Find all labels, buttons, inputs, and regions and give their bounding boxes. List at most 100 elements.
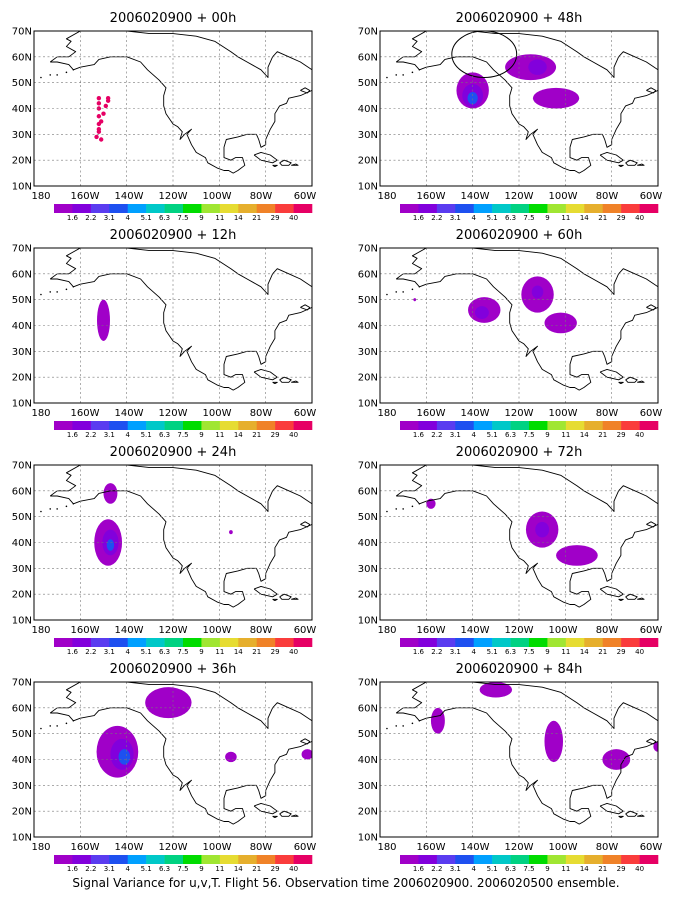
colorbar-label: 9: [545, 214, 549, 222]
lat-tick-label: 20N: [358, 373, 378, 384]
panel-title: 2006020900 + 84h: [456, 662, 583, 677]
colorbar-swatch: [256, 855, 276, 864]
colorbar-label: 9: [199, 865, 203, 873]
panel-title: 2006020900 + 12h: [110, 228, 237, 243]
lon-tick-label: 180: [31, 625, 50, 636]
map-panel: 2006020900 + 00h 70N 60N 50N 40N 30N 20N 10N180…: [12, 11, 317, 222]
colorbar-label: 21: [598, 648, 607, 656]
aleutian-island: [402, 74, 404, 76]
colorbar-label: 1.6: [413, 214, 425, 222]
lat-tick-label: 70N: [12, 678, 32, 689]
colorbar-swatch: [455, 204, 475, 213]
aleutian-island: [49, 508, 52, 510]
lat-tick-label: 30N: [12, 130, 32, 141]
colorbar-label: 4: [125, 648, 130, 656]
lon-tick-label: 60W: [294, 191, 317, 202]
colorbar-swatch: [473, 204, 493, 213]
colorbar-label: 3.1: [450, 865, 461, 873]
colorbar-swatch: [275, 638, 294, 647]
colorbar-label: 6.3: [159, 214, 170, 222]
colorbar-label: 29: [271, 214, 280, 222]
colorbar-swatch: [418, 204, 438, 213]
colorbar-label: 21: [252, 431, 261, 439]
island-coastline: [646, 738, 657, 745]
lat-tick-label: 70N: [358, 678, 378, 689]
variance-region: [544, 720, 564, 763]
map-frame: [33, 247, 313, 404]
map-panel: 2006020900 + 36h 70N 60N 50N 40N 30N 20N 10N180…: [12, 662, 317, 873]
colorbar-swatch: [146, 204, 165, 213]
colorbar-label: 3.1: [450, 214, 461, 222]
island-coastline: [625, 593, 638, 600]
variance-region: [556, 545, 598, 566]
colorbar-label: 4: [471, 648, 476, 656]
island-coastline: [646, 304, 657, 311]
colorbar-swatch: [256, 204, 276, 213]
lat-tick-label: 20N: [358, 807, 378, 818]
lat-tick-label: 10N: [358, 182, 378, 193]
colorbar-label: 11: [561, 214, 570, 222]
aleutian-island: [395, 725, 398, 727]
colorbar-label: 5.1: [487, 214, 498, 222]
colorbar-swatch: [418, 855, 438, 864]
colorbar-swatch: [54, 638, 73, 647]
aleutian-island: [395, 291, 398, 293]
variance-region: [653, 741, 658, 752]
aleutian-island: [56, 725, 58, 727]
lat-tick-label: 10N: [12, 833, 32, 844]
variance-region: [535, 521, 550, 538]
map-frame: [379, 247, 659, 404]
island-coastline: [625, 376, 638, 383]
colorbar-swatch: [72, 638, 92, 647]
lat-tick-label: 50N: [358, 729, 378, 740]
lon-tick-label: 140W: [115, 842, 144, 853]
colorbar-swatch: [584, 855, 604, 864]
lon-tick-label: 60W: [640, 842, 663, 853]
colorbar-swatch: [219, 855, 239, 864]
island-coastline: [637, 814, 645, 817]
aleutian-island: [386, 510, 388, 513]
lon-tick-label: 80W: [250, 842, 273, 853]
lon-tick-label: 60W: [294, 842, 317, 853]
variance-region: [229, 530, 233, 535]
lat-tick-label: 30N: [358, 564, 378, 575]
colorbar-label: 1.6: [67, 431, 79, 439]
colorbar-swatch: [164, 638, 184, 647]
colorbar-swatch: [639, 855, 659, 864]
map-panel: 2006020900 + 72h 70N 60N 50N 40N 30N 20N 10N180…: [358, 445, 663, 656]
colorbar-label: 2.2: [85, 214, 96, 222]
lat-tick-label: 40N: [12, 104, 32, 115]
map-frame: [379, 681, 659, 838]
colorbar-swatch: [183, 638, 202, 647]
colorbar-swatch: [183, 421, 202, 430]
colorbar-swatch: [473, 638, 493, 647]
lat-tick-label: 30N: [12, 347, 32, 358]
colorbar-swatch: [238, 855, 258, 864]
colorbar-label: 29: [617, 431, 626, 439]
caption-text: Signal Variance for u,v,T. Flight 56. Ob…: [72, 876, 620, 890]
lon-tick-label: 100W: [203, 842, 232, 853]
colorbar-swatch: [275, 204, 294, 213]
lon-tick-label: 60W: [294, 408, 317, 419]
colorbar-swatch: [529, 855, 548, 864]
lat-tick-label: 30N: [12, 564, 32, 575]
colorbar-label: 2.2: [85, 431, 96, 439]
colorbar-swatch: [90, 855, 110, 864]
colorbar-label: 29: [617, 865, 626, 873]
colorbar-swatch: [109, 421, 129, 430]
island-coastline: [272, 164, 278, 168]
colorbar-swatch: [510, 204, 530, 213]
lat-tick-label: 10N: [358, 616, 378, 627]
colorbar-label: 7.5: [523, 648, 534, 656]
island-coastline: [618, 381, 624, 385]
lon-tick-label: 160W: [71, 408, 100, 419]
lon-tick-label: 160W: [417, 408, 446, 419]
island-coastline: [291, 814, 299, 817]
colorbar-label: 11: [215, 214, 224, 222]
lat-tick-label: 60N: [12, 703, 32, 714]
variance-region: [118, 749, 131, 765]
lon-tick-label: 160W: [417, 842, 446, 853]
island-coastline: [637, 163, 645, 166]
colorbar-label: 1.6: [67, 865, 79, 873]
colorbar-label: 21: [252, 214, 261, 222]
